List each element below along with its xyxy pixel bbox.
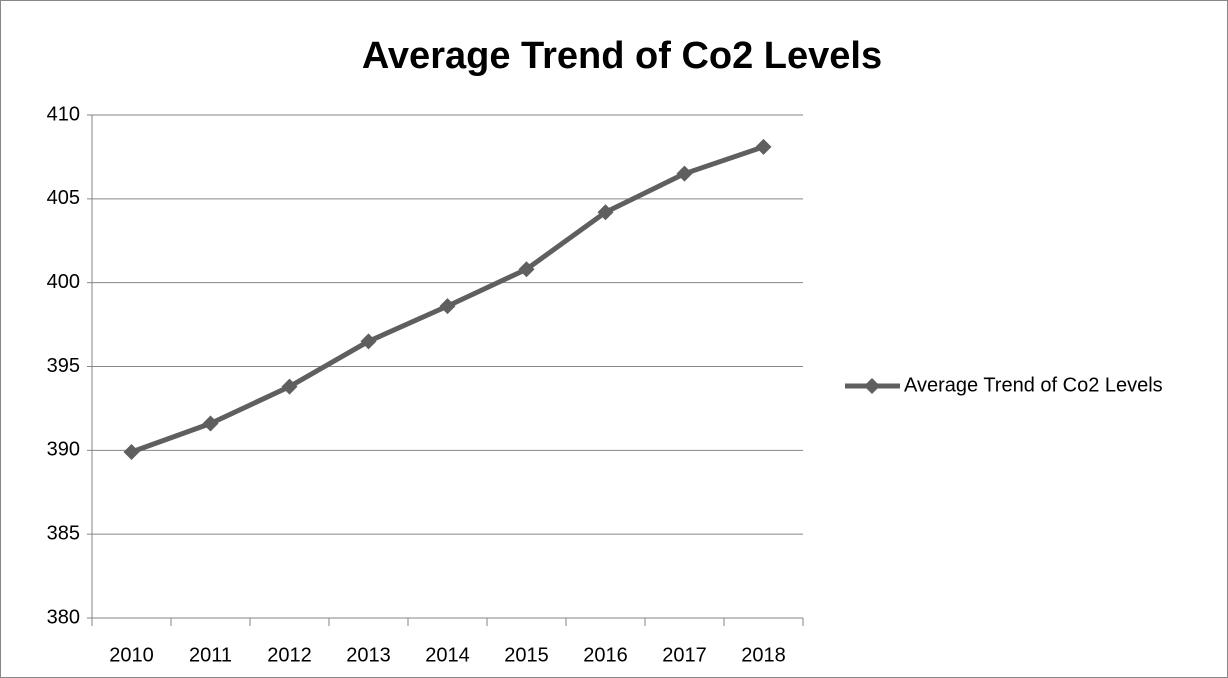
y-tick-label: 390: [47, 439, 80, 461]
x-tick-label: 2011: [189, 644, 232, 666]
x-tick-label: 2012: [267, 644, 312, 666]
y-tick-label: 380: [47, 606, 80, 628]
legend-marker: [864, 378, 880, 394]
point-marker: [202, 415, 219, 432]
y-tick-label: 395: [47, 355, 80, 377]
x-tick-label: 2018: [741, 644, 786, 666]
point-marker: [439, 298, 456, 315]
legend-label: Average Trend of Co2 Levels: [904, 374, 1163, 396]
x-tick-label: 2013: [346, 644, 391, 666]
y-tick-label: 410: [47, 103, 80, 125]
x-tick-label: 2017: [662, 644, 707, 666]
x-tick-label: 2014: [425, 644, 470, 666]
point-marker: [360, 333, 377, 350]
point-marker: [123, 444, 140, 461]
chart-title: Average Trend of Co2 Levels: [362, 35, 882, 77]
point-marker: [755, 138, 772, 155]
point-marker: [676, 165, 693, 182]
point-marker: [597, 204, 614, 221]
y-tick-label: 405: [47, 187, 80, 209]
y-tick-label: 400: [47, 271, 80, 293]
y-tick-label: 385: [47, 522, 80, 544]
point-marker: [281, 378, 298, 395]
x-tick-label: 2015: [504, 644, 549, 666]
x-tick-label: 2016: [583, 644, 628, 666]
point-marker: [518, 261, 535, 278]
x-tick-label: 2010: [109, 644, 154, 666]
